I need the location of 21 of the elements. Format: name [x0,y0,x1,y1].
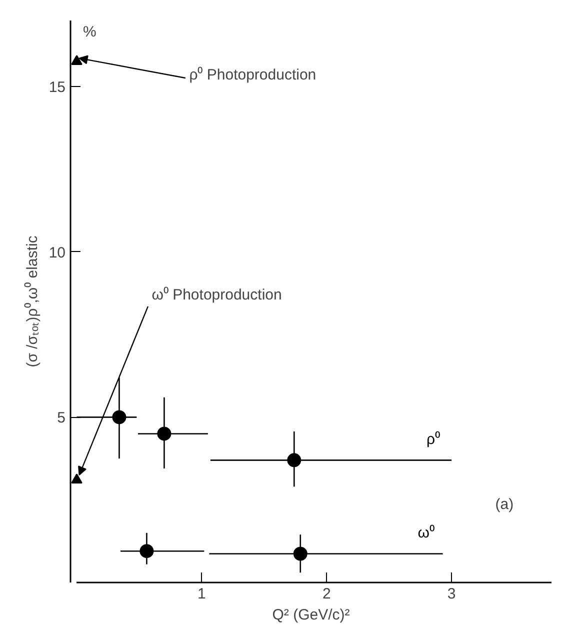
x-tick-label: 1 [198,586,206,602]
point [293,546,308,561]
y-tick-label: 15 [48,79,66,96]
y-axis-title: (σ /σₜₒₜ)ρ⁰,ω⁰ elastic [24,235,41,368]
x-axis-title: Q² (GeV/c)² [272,606,350,624]
y-tick-label: 10 [48,244,66,262]
point [287,453,302,468]
x-tick-label: 2 [322,586,331,602]
annotation: ω⁰ Photoproduction [152,286,282,304]
annotation: (a) [495,496,514,514]
point [71,474,82,484]
y-tick-label: 5 [57,410,66,427]
point [71,55,82,66]
point [112,410,126,424]
x-tick-label: 3 [447,586,456,602]
annotation: ρ⁰ Photoproduction [189,66,316,84]
annotation: % [82,23,96,40]
text: ω⁰ [418,524,435,542]
point [140,544,154,558]
point [157,426,172,441]
text: ρ⁰ [426,431,440,448]
